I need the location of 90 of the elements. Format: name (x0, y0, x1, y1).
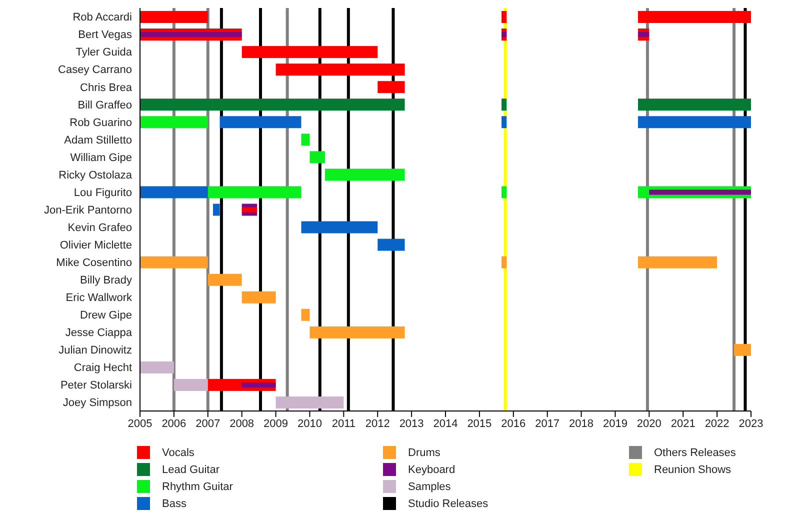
legend-label: Bass (162, 498, 186, 510)
y-tick-label: Chris Brea (80, 82, 133, 94)
y-tick-label: Joey Simpson (62, 397, 132, 410)
x-tick-label: 2012 (365, 418, 390, 430)
bar (502, 256, 507, 268)
x-tick-label: 2008 (230, 418, 254, 430)
bar (301, 221, 378, 234)
x-tick-label: 2019 (602, 418, 628, 430)
bar (638, 256, 718, 268)
legend-label: Keyboard (408, 464, 456, 476)
legend-label: Reunion Shows (654, 464, 732, 476)
bar (310, 151, 325, 164)
y-tick-label: Tyler Guida (76, 46, 133, 59)
bar (140, 256, 208, 268)
bar (734, 344, 751, 356)
bar (220, 116, 302, 128)
x-tick-label: 2009 (264, 418, 288, 430)
x-tick-label: 2006 (162, 418, 186, 430)
y-tick-label: Lou Figurito (74, 186, 132, 199)
x-tick-label: 2022 (704, 418, 730, 430)
bar (638, 32, 650, 38)
bar (649, 190, 751, 195)
y-tick-label: Julian Dinowitz (58, 344, 132, 357)
x-tick-label: 2014 (433, 418, 458, 430)
bar (140, 98, 405, 111)
y-tick-label: Bert Vegas (78, 29, 132, 42)
bar (324, 168, 405, 181)
legend-label: Samples (408, 480, 451, 492)
bar (638, 98, 751, 111)
bar (638, 116, 751, 128)
bar (208, 186, 302, 198)
legend-label: Rhythm Guitar (162, 480, 233, 492)
bar (638, 11, 751, 23)
y-tick-label: William Gipe (70, 152, 132, 164)
y-tick-label: Craig Hecht (74, 362, 132, 374)
bar (276, 396, 344, 408)
y-tick-label: Eric Wallwork (66, 292, 132, 304)
y-tick-label: Casey Carrano (58, 64, 132, 76)
y-tick-label: Kevin Grafeo (68, 222, 132, 234)
x-tick-label: 2017 (535, 418, 560, 430)
x-tick-label: 2021 (670, 418, 696, 430)
bar (301, 308, 310, 321)
bar (174, 378, 208, 391)
bar (140, 361, 174, 374)
y-tick-label: Mike Cosentino (56, 256, 132, 269)
bar (502, 186, 507, 198)
y-tick-label: Rob Guarino (70, 116, 132, 129)
x-tick-label: 2007 (196, 418, 220, 430)
bar (140, 116, 208, 128)
bar (301, 134, 310, 146)
bar (502, 116, 507, 128)
bar (242, 382, 276, 388)
x-tick-label: 2013 (399, 418, 424, 430)
x-tick-label: 2016 (501, 418, 526, 430)
bar (140, 186, 208, 198)
bar (310, 326, 405, 338)
bar (208, 274, 242, 286)
legend-label: Others Releases (654, 446, 736, 458)
bar (378, 238, 405, 251)
bar (378, 81, 405, 94)
bar (242, 46, 378, 58)
y-tick-label: Rob Accardi (72, 12, 132, 24)
x-tick-label: 2020 (636, 418, 662, 430)
x-tick-label: 2005 (128, 418, 152, 430)
y-tick-label: Jon-Erik Pantorno (44, 204, 132, 216)
y-tick-label: Peter Stolarski (60, 380, 132, 392)
y-tick-label: Ricky Ostolaza (58, 169, 133, 182)
y-tick-label: Olivier Miclette (60, 239, 132, 252)
bar (212, 204, 220, 216)
y-tick-label: Jesse Ciappa (65, 327, 133, 340)
legend-label: Vocals (162, 446, 194, 458)
legend-label: Studio Releases (408, 498, 488, 510)
x-tick-label: 2010 (297, 418, 322, 430)
bar (140, 11, 208, 23)
bar (502, 98, 507, 111)
bar (276, 64, 405, 76)
x-tick-label: 2023 (738, 418, 764, 430)
bar (502, 11, 507, 23)
x-tick-label: 2018 (569, 418, 594, 430)
y-tick-label: Adam Stilletto (64, 134, 132, 146)
y-tick-label: Billy Brady (80, 274, 132, 286)
x-tick-label: 2015 (467, 418, 492, 430)
bar (502, 32, 507, 38)
x-tick-label: 2011 (332, 418, 356, 430)
bar (242, 291, 276, 304)
y-tick-label: Bill Graffeo (78, 99, 132, 112)
legend-label: Drums (408, 446, 440, 458)
bar (140, 32, 242, 38)
legend-label: Lead Guitar (162, 464, 220, 476)
y-tick-label: Drew Gipe (80, 310, 132, 322)
